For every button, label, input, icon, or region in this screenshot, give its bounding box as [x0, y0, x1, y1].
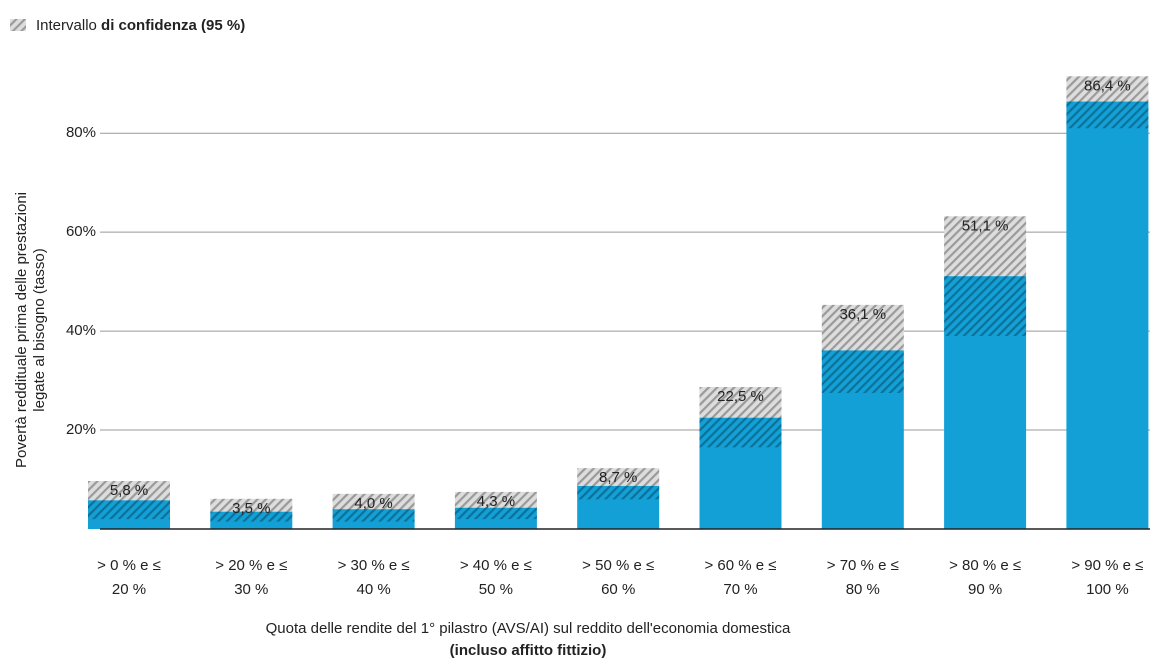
legend-text: Intervallo: [36, 17, 97, 34]
value-label: 4,3 %: [477, 493, 515, 510]
bar: [1066, 101, 1149, 530]
value-label: 8,7 %: [599, 469, 637, 486]
confidence-interval: [577, 468, 660, 500]
y-tick-label: 60%: [66, 223, 96, 240]
x-tick-label: 60 %: [601, 581, 635, 598]
value-label: 5,8 %: [110, 482, 148, 499]
x-tick-label: 20 %: [112, 581, 146, 598]
y-tick-label: 80%: [66, 124, 96, 141]
confidence-interval: [1066, 76, 1149, 129]
legend-swatch: [10, 19, 26, 31]
x-tick-label: 90 %: [968, 581, 1002, 598]
x-tick-label: > 40 % e ≤: [460, 557, 532, 574]
x-tick-label: > 80 % e ≤: [949, 557, 1021, 574]
value-label: 4,0 %: [354, 495, 392, 512]
x-axis-label: (incluso affitto fittizio): [450, 642, 607, 659]
x-tick-label: 30 %: [234, 581, 268, 598]
x-axis-label: Quota delle rendite del 1° pilastro (AVS…: [266, 620, 791, 637]
value-label: 22,5 %: [717, 388, 764, 405]
x-tick-label: > 90 % e ≤: [1071, 557, 1143, 574]
confidence-interval: [699, 387, 782, 448]
value-label: 51,1 %: [962, 217, 1009, 234]
confidence-interval: [944, 216, 1027, 337]
x-tick-label: > 60 % e ≤: [704, 557, 776, 574]
legend-label: Intervallo di confidenza (95 %): [36, 17, 245, 34]
x-tick-label: 40 %: [356, 581, 390, 598]
x-tick-label: 70 %: [723, 581, 757, 598]
x-tick-label: > 50 % e ≤: [582, 557, 654, 574]
confidence-interval: [210, 498, 293, 522]
value-label: 36,1 %: [839, 306, 886, 323]
x-tick-label: 80 %: [846, 581, 880, 598]
x-tick-label: 50 %: [479, 581, 513, 598]
x-tick-label: > 70 % e ≤: [827, 557, 899, 574]
value-label: 86,4 %: [1084, 77, 1131, 94]
x-tick-label: > 20 % e ≤: [215, 557, 287, 574]
legend-text-bold: di confidenza (95 %): [101, 17, 245, 34]
y-axis-label: Povertà reddituale prima delle prestazio…: [13, 192, 30, 468]
confidence-interval: [821, 304, 904, 393]
confidence-interval: [332, 493, 415, 522]
y-axis-label: legate al bisogno (tasso): [31, 248, 48, 411]
value-label: 3,5 %: [232, 500, 270, 517]
y-tick-label: 40%: [66, 322, 96, 339]
x-tick-label: > 0 % e ≤: [97, 557, 161, 574]
confidence-interval: [454, 491, 537, 520]
x-tick-label: 100 %: [1086, 581, 1129, 598]
y-tick-label: 20%: [66, 421, 96, 438]
x-tick-label: > 30 % e ≤: [338, 557, 410, 574]
confidence-interval: [88, 481, 170, 520]
